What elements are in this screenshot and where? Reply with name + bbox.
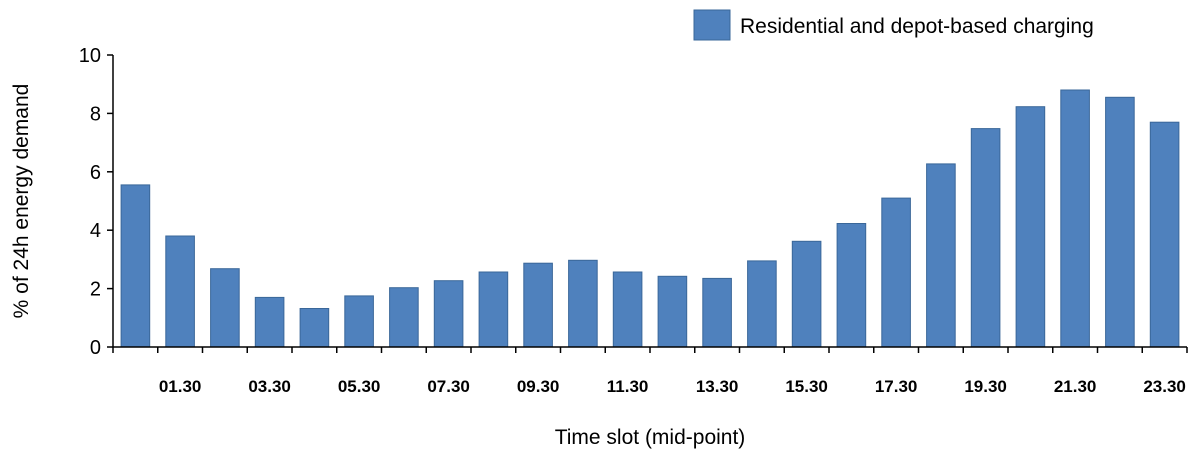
legend: Residential and depot-based charging — [693, 9, 1094, 41]
bar-13.30 — [702, 277, 732, 348]
x-tick-label: 01.30 — [159, 377, 202, 396]
bar-12.30 — [657, 275, 688, 348]
x-tick-label: 23.30 — [1143, 377, 1186, 396]
x-tick-label: 09.30 — [517, 377, 560, 396]
x-tick-label: 21.30 — [1054, 377, 1097, 396]
bar-02.30 — [210, 268, 240, 348]
y-tick-label: 2 — [90, 279, 101, 301]
bar-18.30 — [926, 163, 956, 348]
bar-15.30 — [791, 240, 822, 348]
legend-label: Residential and depot-based charging — [740, 15, 1094, 38]
x-tick-label: 07.30 — [427, 377, 470, 396]
y-tick-label: 10 — [79, 45, 101, 67]
bar-19.30 — [970, 128, 1001, 348]
bar-14.30 — [747, 260, 777, 348]
x-tick-label: 05.30 — [338, 377, 381, 396]
y-tick-label: 6 — [90, 162, 101, 184]
y-ticks-group: 0 2 4 6 8 10 — [79, 45, 113, 359]
y-tick-label: 8 — [90, 103, 101, 125]
bars-group — [120, 89, 1180, 348]
x-tick-label: 11.30 — [607, 377, 649, 396]
y-tick-label: 4 — [90, 220, 101, 242]
bar-01.30 — [165, 235, 195, 348]
bar-22.30 — [1105, 96, 1135, 348]
legend-swatch — [693, 9, 731, 41]
bar-11.30 — [612, 271, 643, 348]
x-tick-label: 13.30 — [696, 377, 739, 396]
bar-08.30 — [478, 271, 509, 348]
bar-00.30 — [120, 184, 151, 348]
x-tick-label: 17.30 — [875, 377, 918, 396]
bar-05.30 — [344, 295, 374, 348]
y-tick-label: 0 — [90, 337, 101, 359]
bar-09.30 — [523, 262, 553, 348]
bar-07.30 — [433, 280, 464, 348]
bar-03.30 — [254, 296, 285, 348]
x-tick-label: 19.30 — [964, 377, 1007, 396]
x-tick-label: 15.30 — [785, 377, 828, 396]
bar-20.30 — [1015, 106, 1046, 348]
bar-23.30 — [1149, 121, 1180, 348]
x-axis-title: Time slot (mid-point) — [555, 426, 746, 449]
x-tick-label: 03.30 — [248, 377, 291, 396]
bar-06.30 — [389, 287, 419, 348]
y-axis-title: % of 24h energy demand — [10, 84, 33, 319]
x-ticks-group: 01.30 03.30 05.30 07.30 09.30 11.30 13.30 15.30… — [112, 347, 1188, 396]
bar-21.30 — [1060, 89, 1090, 348]
bar-17.30 — [881, 197, 911, 348]
bar-04.30 — [299, 308, 330, 348]
bar-16.30 — [836, 223, 867, 348]
bar-10.30 — [568, 259, 598, 348]
